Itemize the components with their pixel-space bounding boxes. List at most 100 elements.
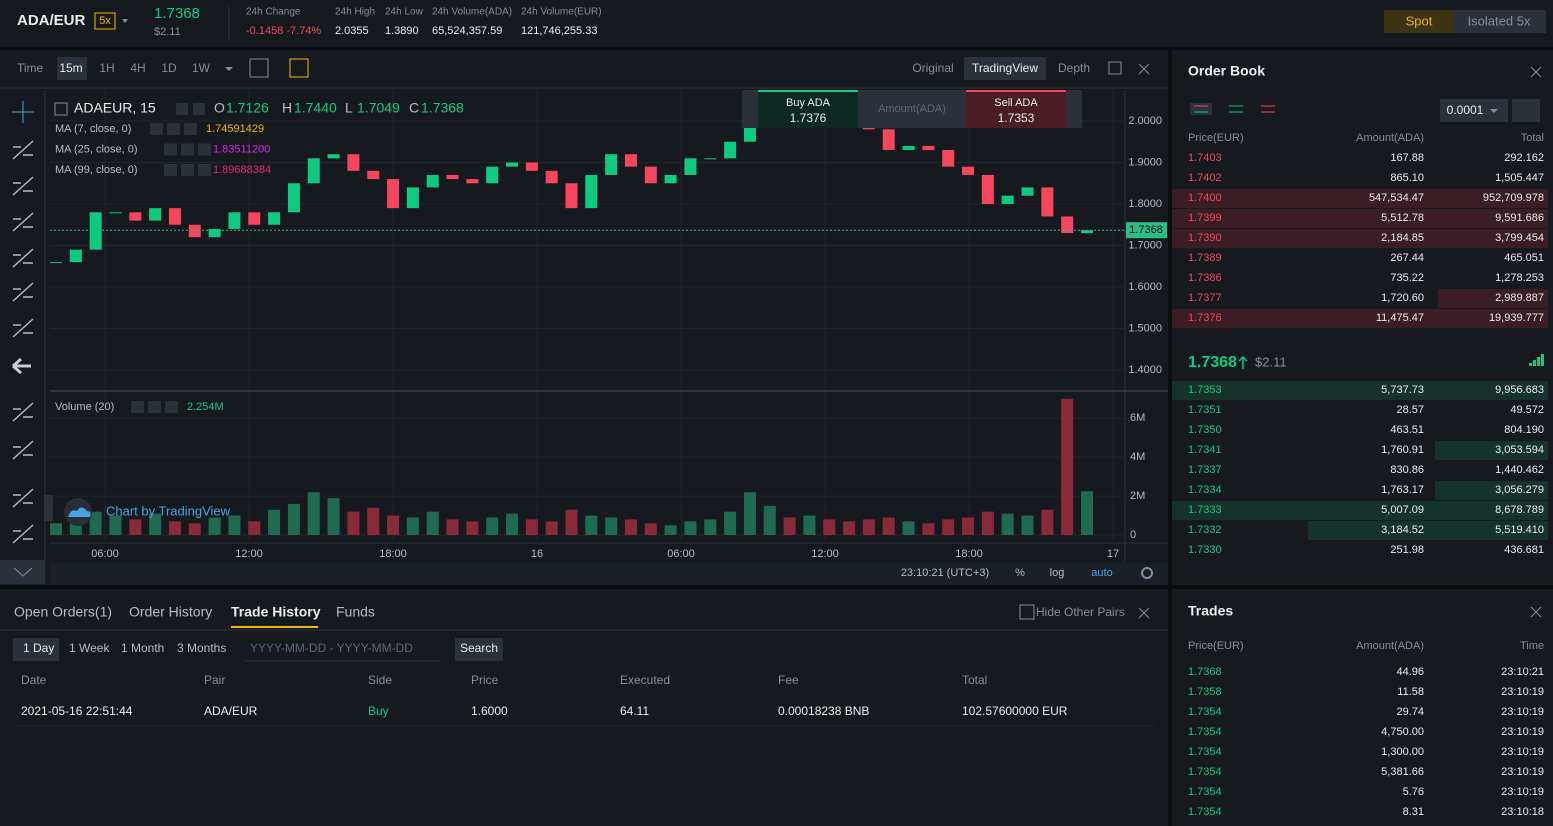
status-option[interactable]: auto [1091, 567, 1112, 579]
sell-label[interactable]: Sell ADA [994, 97, 1038, 109]
volume-bar [327, 498, 340, 535]
legend-icon [181, 143, 194, 156]
tool-icon [12, 357, 31, 375]
close-icon[interactable] [1530, 66, 1542, 78]
leverage-box [94, 12, 116, 30]
interval[interactable]: 1W [192, 61, 211, 75]
tab[interactable]: Open Orders(1) [14, 604, 112, 620]
checkbox[interactable] [1019, 604, 1035, 620]
view-selected [964, 57, 1046, 80]
mode-label[interactable]: Isolated 5x [1468, 13, 1531, 28]
tool-icon [12, 282, 34, 302]
buy-button[interactable] [758, 90, 858, 128]
order-cell: 5,519.410 [1495, 524, 1544, 536]
depth-bar [1435, 481, 1548, 500]
mode-label[interactable]: Spot [1406, 13, 1433, 28]
indicator-name: MA (99, close, 0) [55, 164, 138, 176]
volume-bar [803, 515, 816, 535]
trade-cell: 1.7358 [1188, 686, 1222, 698]
order-cell: 9,956.683 [1495, 384, 1544, 396]
order-cell: 1.7403 [1188, 152, 1222, 164]
mode-button[interactable] [1454, 10, 1546, 33]
buy-label[interactable]: Buy ADA [786, 97, 831, 109]
amount-input[interactable] [858, 90, 966, 128]
tick-size[interactable]: 0.0001 [1447, 103, 1484, 117]
candle [168, 208, 181, 225]
search-label[interactable]: Search [460, 641, 498, 655]
candle [962, 166, 975, 175]
tick-size-select[interactable] [1440, 99, 1508, 122]
candle [664, 174, 677, 184]
close-icon[interactable] [1530, 606, 1542, 618]
volume-bar [406, 517, 419, 535]
column-header: Side [368, 673, 392, 687]
volume-bar [565, 509, 578, 535]
trades-panel [1172, 589, 1553, 826]
trade-cell: 23:10:19 [1501, 766, 1544, 778]
view-tab[interactable]: Original [912, 61, 953, 75]
period[interactable]: 1 Month [121, 641, 164, 655]
order-cell: 3,184.52 [1381, 524, 1424, 536]
depth-bar [1435, 441, 1548, 460]
mid-price: 1.7368 [1188, 354, 1237, 371]
volume-bar [1021, 515, 1034, 535]
order-cell: 19,939.777 [1489, 312, 1544, 324]
interval[interactable]: 1D [161, 61, 177, 75]
order-cell: 1,760.91 [1381, 444, 1424, 456]
date-input[interactable]: YYYY-MM-DD - YYYY-MM-DD [250, 641, 413, 655]
tab[interactable]: Funds [336, 604, 375, 620]
stat-value: 65,524,357.59 [432, 25, 502, 37]
stat-value: 1.3890 [385, 25, 419, 37]
settings-button[interactable] [1512, 99, 1540, 122]
interval[interactable]: 1H [99, 61, 114, 75]
y-tick-label: 6M [1130, 412, 1145, 424]
legend-icon [150, 123, 163, 135]
close-icon[interactable] [1138, 607, 1150, 619]
order-cell: 9,591.686 [1495, 212, 1544, 224]
status-option[interactable]: % [1015, 567, 1025, 579]
candle [208, 228, 221, 238]
period[interactable]: 1 Day [23, 641, 54, 655]
close-icon[interactable] [1138, 63, 1150, 75]
column-header: Amount(ADA) [1356, 640, 1424, 652]
order-cell: 1.7330 [1188, 544, 1222, 556]
order-cell: 167.88 [1390, 152, 1424, 164]
checkbox-label[interactable]: Hide Other Pairs [1036, 605, 1125, 619]
interval-selected [57, 57, 87, 80]
signal-icon [1541, 354, 1544, 366]
candle [129, 212, 142, 221]
sell-price[interactable]: 1.7353 [998, 111, 1035, 125]
order-cell: 3,056.279 [1495, 484, 1544, 496]
period[interactable]: 1 Week [69, 641, 110, 655]
volume-bar [426, 511, 439, 535]
tab[interactable]: Order History [129, 604, 212, 620]
volume-bar [129, 519, 142, 535]
header-bar [0, 0, 1553, 47]
view-tab[interactable]: TradingView [972, 61, 1038, 75]
order-cell: 292.162 [1504, 152, 1544, 164]
volume-bar [1001, 513, 1014, 535]
tab[interactable]: Trade History [231, 604, 321, 620]
order-cell: 804.190 [1504, 424, 1544, 436]
amount-placeholder[interactable]: Amount(ADA) [878, 103, 946, 115]
panel-title: Trades [1188, 603, 1233, 619]
settings-icon[interactable] [1141, 567, 1153, 579]
order-cell: 865.10 [1390, 172, 1424, 184]
interval[interactable]: 4H [130, 61, 145, 75]
mode-button[interactable] [1384, 10, 1454, 33]
status-option[interactable]: log [1050, 567, 1065, 579]
sell-button[interactable] [966, 90, 1066, 128]
buy-price[interactable]: 1.7376 [790, 111, 827, 125]
watermark[interactable]: Chart by TradingView [106, 503, 231, 518]
legend-icon [198, 164, 211, 176]
indicator-name: MA (25, close, 0) [55, 143, 138, 155]
column-header: Date [21, 673, 47, 687]
legend-icon [181, 164, 194, 176]
period[interactable]: 3 Months [177, 641, 226, 655]
search-button[interactable] [455, 638, 503, 661]
view-tab[interactable]: Depth [1058, 61, 1090, 75]
y-tick-label: 0 [1130, 529, 1136, 541]
trade-cell: 23:10:19 [1501, 726, 1544, 738]
interval[interactable]: 15m [59, 61, 82, 75]
